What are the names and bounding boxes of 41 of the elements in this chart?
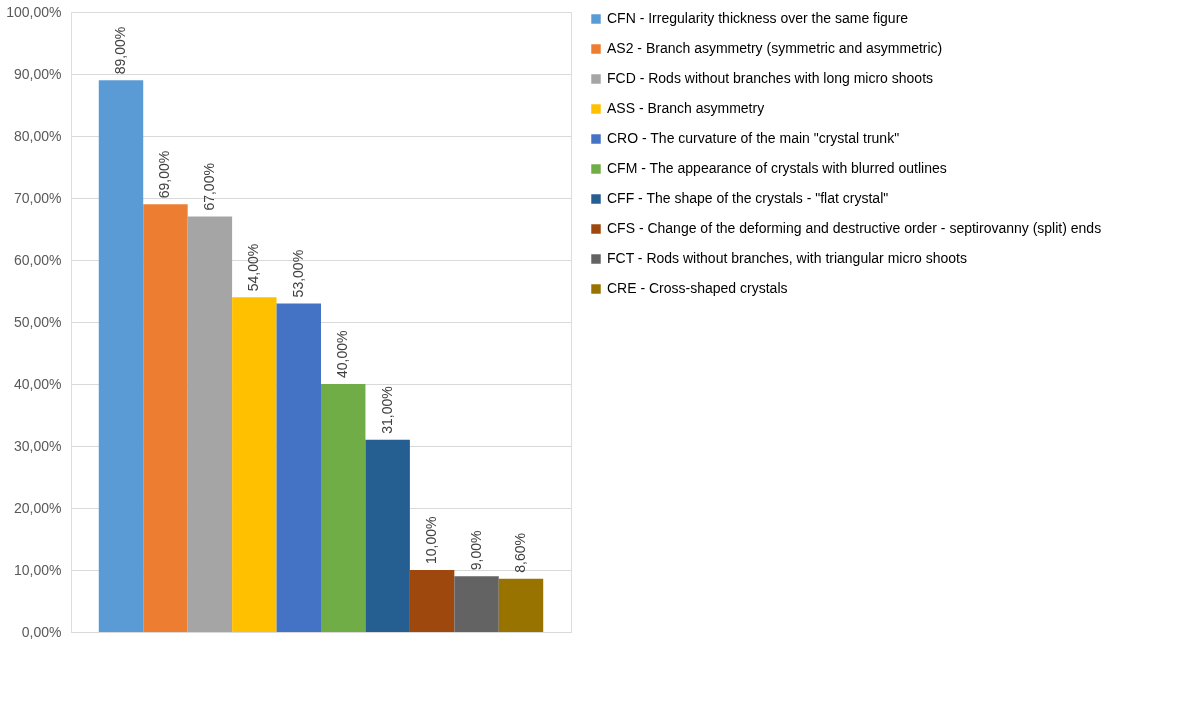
bar <box>187 216 233 632</box>
y-tick-label: 0,00% <box>21 623 62 640</box>
y-tick-label: 100,00% <box>6 3 62 20</box>
y-tick-label: 70,00% <box>14 189 62 206</box>
data-label: 8,60% <box>512 532 528 573</box>
legend-label: FCT - Rods without branches, with triangular micro shoots <box>607 250 967 266</box>
data-label: 31,00% <box>378 386 395 434</box>
bar <box>409 570 455 632</box>
data-label: 89,00% <box>112 26 128 75</box>
y-tick-label: 40,00% <box>14 375 62 392</box>
data-label: 40,00% <box>334 330 351 378</box>
legend-label: FCD - Rods without branches with long micro shoots <box>607 70 934 86</box>
y-tick-label: 90,00% <box>14 65 62 82</box>
legend-label: AS2 - Branch asymmetry (symmetric and asymmetric) <box>607 40 943 56</box>
bar <box>321 384 366 632</box>
legend-label: CFF - The shape of the crystals - "flat crystal" <box>607 190 889 206</box>
y-tick-label: 20,00% <box>14 499 62 516</box>
data-label: 69,00% <box>156 150 173 199</box>
y-tick-label: 60,00% <box>14 251 62 268</box>
bar <box>276 303 321 632</box>
legend-label: CFN - Irregularity thickness over the same figure <box>607 10 909 26</box>
data-label: 54,00% <box>245 243 262 292</box>
data-label: 10,00% <box>423 516 440 564</box>
y-tick-label: 50,00% <box>14 313 62 330</box>
bar <box>454 576 499 632</box>
legend-label: CFM - The appearance of crystals with blurred outlines <box>607 160 947 176</box>
y-tick-label: 80,00% <box>14 127 62 144</box>
y-tick-label: 30,00% <box>14 437 62 454</box>
data-label: 67,00% <box>200 163 217 211</box>
bar <box>498 578 544 632</box>
y-tick-label: 10,00% <box>14 561 62 578</box>
bar <box>143 204 188 632</box>
legend-label: CRE - Cross-shaped crystals <box>607 280 788 296</box>
data-label: 53,00% <box>289 249 306 298</box>
bar <box>232 297 277 632</box>
bar <box>365 439 410 632</box>
legend-label: CRO - The curvature of the main "crystal trunk" <box>607 130 900 146</box>
legend-label: ASS - Branch asymmetry <box>607 100 765 116</box>
legend-label: CFS - Change of the deforming and destructive order - septirovanny (split) ends <box>607 220 1102 236</box>
bar <box>98 80 144 632</box>
data-label: 9,00% <box>467 530 484 571</box>
